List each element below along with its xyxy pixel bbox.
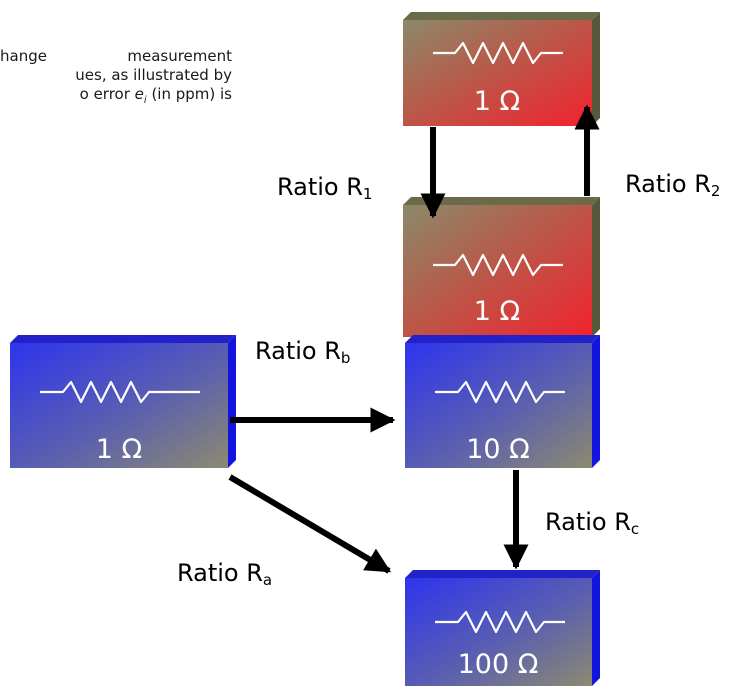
- label-ratio-rb-sub: b: [341, 349, 351, 367]
- resistor-symbol-icon: [40, 380, 200, 404]
- label-ratio-r2: Ratio R2: [625, 170, 720, 200]
- label-ratio-rc: Ratio Rc: [545, 508, 639, 538]
- intro-paragraph: hange measurement ues, as illustrated by…: [0, 47, 232, 110]
- resistor-body-top: [403, 20, 592, 126]
- intro-line-2: ues, as illustrated by: [75, 66, 232, 84]
- resistor-symbol-icon: [433, 253, 563, 277]
- resistor-box-left: 1 Ω: [10, 335, 236, 468]
- resistor-box-middle: 1 Ω: [403, 197, 600, 337]
- label-ratio-r1: Ratio R1: [277, 173, 372, 203]
- label-ratio-ra-text: Ratio R: [177, 559, 263, 587]
- resistor-symbol-icon: [435, 610, 565, 634]
- label-ratio-r2-text: Ratio R: [625, 170, 711, 198]
- resistor-box-top: 1 Ω: [403, 12, 600, 126]
- arrow-ra: [228, 474, 392, 574]
- label-ratio-r2-sub: 2: [711, 182, 721, 200]
- resistor-symbol-icon: [433, 41, 563, 65]
- label-ratio-rb-text: Ratio R: [255, 337, 341, 365]
- resistor-box-hundred: 100 Ω: [405, 570, 600, 686]
- label-ratio-ra-sub: a: [263, 571, 272, 589]
- resistor-value-middle: 1 Ω: [474, 296, 520, 327]
- resistor-box-ten: 10 Ω: [405, 335, 600, 468]
- resistor-value-hundred: 100 Ω: [458, 649, 539, 680]
- intro-line-3-end: (in ppm) is: [146, 85, 232, 103]
- intro-line-3-start: o error: [79, 85, 135, 103]
- label-ratio-r1-sub: 1: [363, 185, 373, 203]
- resistor-body-left: [10, 343, 228, 468]
- label-ratio-r1-text: Ratio R: [277, 173, 363, 201]
- resistor-body-ten: [405, 343, 592, 468]
- resistor-body-middle: [403, 205, 592, 337]
- resistor-value-top: 1 Ω: [474, 86, 520, 117]
- intro-line-1: hange measurement: [0, 47, 232, 65]
- error-symbol-subscript: i: [143, 95, 147, 106]
- resistor-symbol-icon: [435, 380, 565, 404]
- error-symbol: e: [134, 85, 144, 103]
- resistor-value-ten: 10 Ω: [466, 434, 530, 465]
- resistor-body-hundred: [405, 578, 592, 686]
- label-ratio-rc-sub: c: [631, 520, 639, 538]
- resistor-value-left: 1 Ω: [96, 434, 142, 465]
- label-ratio-rb: Ratio Rb: [255, 337, 350, 367]
- intro-line-3: o error ei (in ppm) is: [0, 85, 232, 110]
- label-ratio-rc-text: Ratio R: [545, 508, 631, 536]
- label-ratio-ra: Ratio Ra: [177, 559, 272, 589]
